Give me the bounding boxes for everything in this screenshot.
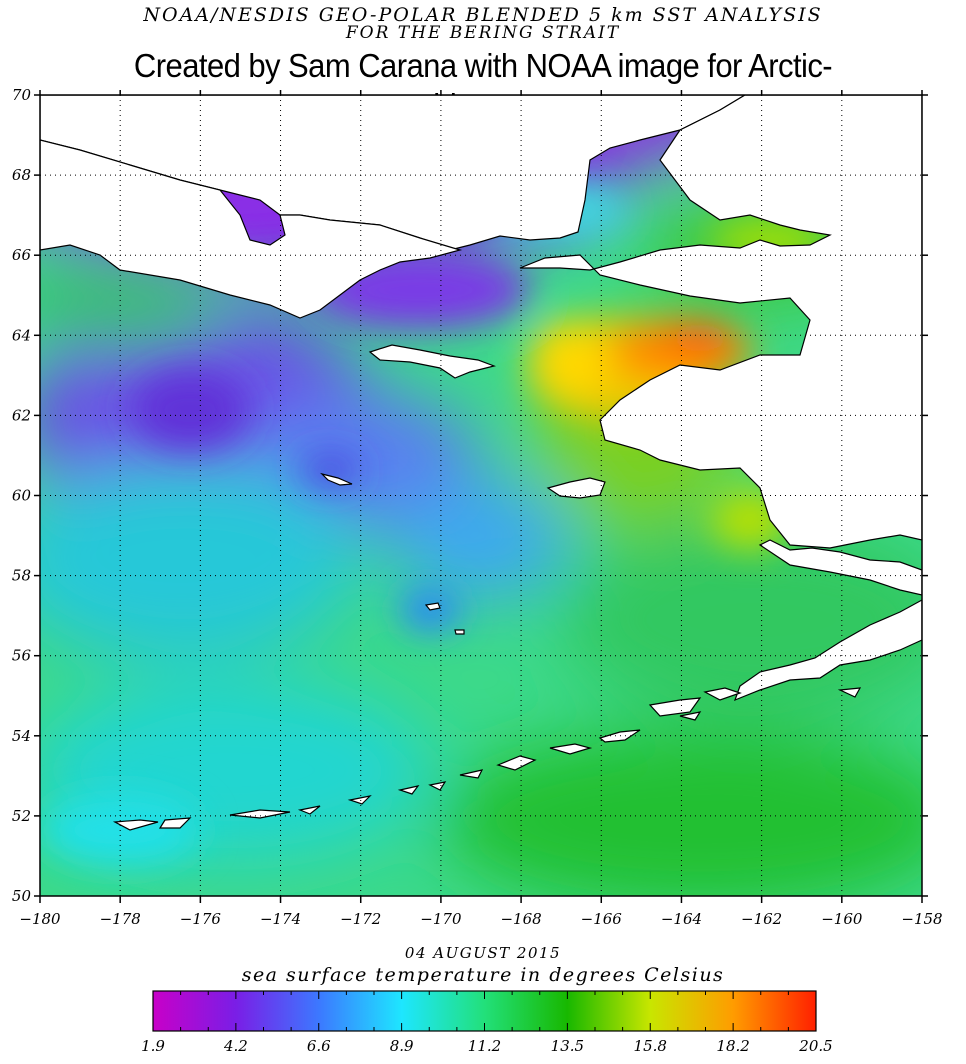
lon-tick-label: −164 (661, 910, 702, 928)
siberia-east-landmass (40, 139, 463, 319)
lat-tick-label: 66 (12, 246, 32, 264)
lon-tick-label: −166 (581, 910, 623, 928)
pribilof-island-2 (454, 629, 465, 635)
lat-tick-label: 52 (12, 807, 31, 825)
lat-tick-label: 54 (12, 727, 31, 745)
lon-tick-label: −176 (180, 910, 222, 928)
colorbar-labels: 1.9 4.2 6.6 8.9 11.2 13.5 15.8 18.2 20.5 (141, 1037, 833, 1055)
lon-tick-label: −168 (500, 910, 541, 928)
colorbar-tick-label: 11.2 (468, 1037, 501, 1055)
longitude-labels: −180 −178 −176 −174 −172 −170 −168 −166 −164 −162… (19, 910, 942, 928)
lat-tick-label: 64 (12, 326, 31, 344)
latitude-labels: 70 68 66 64 62 60 58 56 54 52 50 (12, 86, 32, 905)
colorbar-tick-label: 6.6 (307, 1037, 331, 1055)
pribilof-island-1 (424, 602, 441, 611)
colorbar-tick-label: 20.5 (798, 1037, 832, 1055)
map-title: NOAA/NESDIS GEO-POLAR BLENDED 5 km SST A… (143, 4, 823, 26)
lon-tick-label: −162 (741, 910, 782, 928)
lat-tick-label: 58 (12, 567, 31, 585)
colorbar-tick-label: 15.8 (634, 1037, 667, 1055)
south-alaska-landmass (758, 539, 922, 596)
analysis-date: 04 AUGUST 2015 (404, 944, 562, 962)
st-lawrence-island (368, 344, 497, 379)
lon-tick-label: −178 (100, 910, 141, 928)
lon-tick-label: −160 (821, 910, 863, 928)
st-matthew-island (320, 472, 353, 486)
lon-tick-label: −180 (19, 910, 61, 928)
colorbar-tick-label: 13.5 (551, 1037, 584, 1055)
nunivak-island (546, 477, 606, 499)
lat-tick-label: 70 (12, 86, 32, 104)
lat-tick-label: 56 (12, 647, 32, 665)
axis-ticks (34, 90, 928, 903)
colorbar-tick-label: 8.9 (390, 1037, 414, 1055)
lat-tick-label: 68 (12, 166, 31, 184)
colorbar-tick-label: 1.9 (141, 1037, 165, 1055)
lon-tick-label: −158 (901, 910, 942, 928)
lon-tick-label: −172 (340, 910, 381, 928)
colorbar-title: sea surface temperature in degrees Celsi… (241, 964, 725, 986)
lon-tick-label: −170 (420, 910, 462, 928)
colorbar-tick-label: 18.2 (716, 1037, 749, 1055)
alaska-peninsula-landmass (733, 599, 922, 702)
colorbar-tick-label: 4.2 (223, 1037, 248, 1055)
lat-tick-label: 62 (12, 406, 31, 424)
aleutian-islands-east (679, 687, 862, 721)
seward-peninsula-landmass (519, 95, 922, 549)
lat-tick-label: 60 (12, 487, 32, 505)
aleutian-islands (112, 729, 641, 831)
colorbar-ticks (152, 991, 817, 1031)
lat-tick-label: 50 (12, 887, 32, 905)
lon-tick-label: −174 (260, 910, 301, 928)
unimak-island (648, 697, 702, 717)
credit-text: Created by Sam Carana with NOAA image fo… (133, 47, 833, 124)
map-gridlines (40, 95, 922, 896)
map-subtitle: FOR THE BERING STRAIT (345, 23, 621, 43)
land-masses (40, 95, 922, 831)
